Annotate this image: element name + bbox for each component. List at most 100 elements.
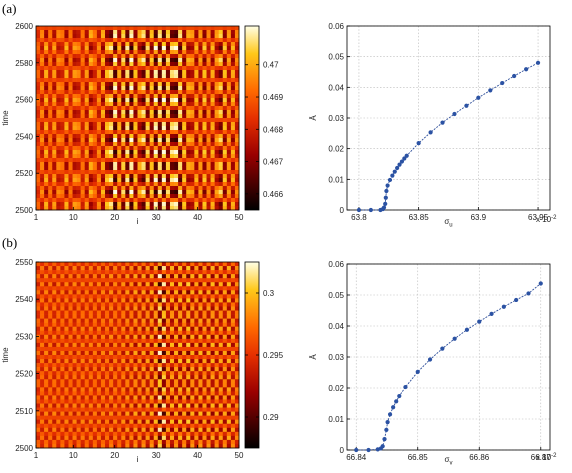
heatmap-cell bbox=[141, 58, 146, 63]
heatmap-cell bbox=[40, 62, 45, 67]
heatmap-cell bbox=[52, 26, 57, 31]
heatmap-cell bbox=[226, 38, 232, 43]
heatmap-cell bbox=[113, 30, 118, 35]
heatmap-cell bbox=[129, 162, 134, 167]
heatmap-cell bbox=[52, 411, 57, 416]
heatmap-cell bbox=[125, 150, 130, 155]
heatmap-cell bbox=[214, 266, 219, 271]
heatmap-cell bbox=[234, 383, 240, 388]
heatmap-cell bbox=[149, 78, 155, 83]
heatmap-cell bbox=[80, 194, 86, 199]
heatmap-cell bbox=[72, 146, 77, 151]
heatmap-cell bbox=[230, 130, 236, 135]
heatmap-cell bbox=[68, 286, 73, 291]
heatmap-cell bbox=[121, 138, 126, 143]
heatmap-cell bbox=[190, 395, 195, 400]
heatmap-cell bbox=[60, 359, 65, 364]
heatmap-cell bbox=[100, 399, 106, 404]
heatmap-cell bbox=[218, 310, 224, 315]
heatmap-cell bbox=[218, 427, 224, 433]
heatmap-cell bbox=[137, 186, 142, 191]
heatmap-cell bbox=[105, 194, 110, 199]
heatmap-cell bbox=[222, 74, 228, 79]
heatmap-cell bbox=[88, 359, 94, 364]
heatmap-cell bbox=[76, 379, 81, 384]
heatmap-cell bbox=[169, 415, 175, 420]
heatmap-cell bbox=[145, 182, 150, 187]
heatmap-cell bbox=[214, 419, 219, 425]
heatmap-cell bbox=[230, 38, 236, 43]
heatmap-cell bbox=[141, 162, 146, 167]
heatmap-cell bbox=[198, 399, 203, 404]
heatmap-cell bbox=[174, 266, 179, 271]
heatmap-cell bbox=[194, 126, 199, 131]
heatmap-cell bbox=[202, 202, 207, 207]
heatmap-cell bbox=[36, 202, 41, 207]
heatmap-cell bbox=[36, 190, 41, 195]
heatmap-cell bbox=[198, 142, 203, 147]
heatmap-cell bbox=[186, 387, 191, 392]
heatmap-cell bbox=[88, 427, 94, 433]
heatmap-cell bbox=[202, 102, 207, 107]
heatmap-cell bbox=[76, 186, 81, 191]
heatmap-cell bbox=[174, 138, 179, 143]
heatmap-cell bbox=[190, 342, 195, 348]
heatmap-cell bbox=[230, 346, 236, 352]
heatmap-cell bbox=[96, 310, 102, 315]
heatmap-cell bbox=[68, 403, 73, 408]
heatmap-cell bbox=[157, 310, 163, 315]
heatmap-cell bbox=[194, 186, 199, 191]
heatmap-cell bbox=[137, 415, 142, 420]
heatmap-cell bbox=[174, 126, 179, 131]
heatmap-cell bbox=[202, 30, 207, 35]
heatmap-cell bbox=[186, 379, 191, 384]
heatmap-cell bbox=[52, 375, 57, 380]
heatmap-cell bbox=[44, 407, 49, 412]
heatmap-cell bbox=[92, 74, 98, 79]
heatmap-cell bbox=[84, 162, 90, 167]
heatmap-cell bbox=[125, 170, 130, 175]
heatmap-cell bbox=[194, 399, 199, 404]
heatmap-cell bbox=[80, 342, 86, 348]
heatmap-cell bbox=[218, 186, 224, 191]
heatmap-cell bbox=[88, 439, 94, 445]
heatmap-cell bbox=[117, 403, 122, 408]
heatmap-cell bbox=[80, 62, 86, 67]
heatmap-cell bbox=[60, 62, 65, 67]
heatmap-cell bbox=[76, 383, 81, 388]
heatmap-cell bbox=[72, 314, 77, 319]
heatmap-cell bbox=[100, 54, 106, 59]
heatmap-cell bbox=[161, 350, 167, 356]
heatmap-cell bbox=[48, 142, 53, 147]
heatmap-cell bbox=[182, 78, 187, 83]
heatmap-cell bbox=[214, 363, 219, 368]
heatmap-cell bbox=[169, 50, 175, 55]
heatmap-cell bbox=[186, 134, 191, 139]
heatmap-cell bbox=[80, 310, 86, 315]
heatmap-cell bbox=[68, 266, 73, 271]
heatmap-cell bbox=[206, 186, 211, 191]
heatmap-cell bbox=[92, 342, 98, 348]
heatmap-cell bbox=[52, 338, 57, 344]
heatmap-cell bbox=[194, 286, 199, 291]
heatmap-cell bbox=[206, 190, 211, 195]
heatmap-cell bbox=[202, 122, 207, 127]
heatmap-cell bbox=[178, 194, 183, 199]
heatmap-cell bbox=[76, 118, 81, 123]
heatmap-cell bbox=[161, 170, 167, 175]
x-tick-label: 30 bbox=[152, 451, 161, 460]
heatmap-cell bbox=[36, 66, 41, 71]
heatmap-cell bbox=[226, 70, 232, 75]
heatmap-cell bbox=[202, 391, 207, 396]
heatmap-cell bbox=[133, 391, 138, 396]
heatmap-cell bbox=[88, 411, 94, 416]
heatmap-cell bbox=[117, 130, 122, 135]
heatmap-cell bbox=[165, 342, 171, 348]
heatmap-cell bbox=[198, 443, 203, 449]
heatmap-cell bbox=[56, 182, 61, 187]
heatmap-cell bbox=[121, 355, 126, 360]
heatmap-cell bbox=[48, 146, 53, 151]
heatmap-cell bbox=[214, 294, 219, 299]
heatmap-cell bbox=[174, 178, 179, 183]
